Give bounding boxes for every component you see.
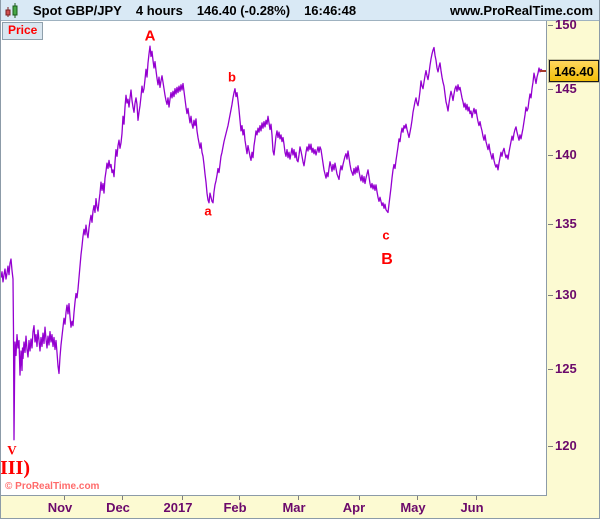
candlestick-icon [5, 2, 18, 18]
wave-label-c: c [382, 227, 390, 243]
y-axis-label: 150 [555, 17, 577, 32]
wave-label-iii: III) [0, 457, 31, 479]
wave-label-v: V [7, 442, 17, 458]
wave-label-a: A [144, 27, 156, 45]
x-axis-label: Jun [460, 500, 484, 515]
last-price-tick [540, 70, 546, 72]
y-axis-tick [548, 89, 553, 90]
y-axis-label: 140 [555, 147, 577, 162]
tab-price[interactable]: Price [2, 22, 44, 40]
x-axis-tick [476, 496, 477, 500]
brand-url: www.ProRealTime.com [449, 2, 593, 18]
time-scale[interactable]: Nov Dec 2017 Feb Mar Apr May Jun [1, 496, 547, 518]
x-axis-label: Nov [47, 500, 73, 515]
last-price-badge: 146.40 [548, 59, 599, 83]
x-axis-tick [239, 496, 240, 500]
y-axis-tick [548, 155, 553, 156]
x-axis-tick [298, 496, 299, 500]
y-axis-label: 125 [555, 361, 577, 376]
watermark-copyright: © ProRealTime.com [5, 481, 100, 492]
x-axis-tick [64, 496, 65, 500]
x-axis-label: Apr [342, 500, 366, 515]
y-axis-label: 130 [555, 287, 577, 302]
instrument-name: Spot GBP/JPY [33, 2, 122, 18]
x-axis-label: Mar [282, 500, 306, 515]
x-axis-label: Dec [106, 500, 130, 515]
timeframe-label: 4 hours [135, 2, 183, 18]
x-axis-label: May [400, 500, 426, 515]
y-axis-label: 145 [555, 81, 577, 96]
y-axis-tick [548, 295, 553, 296]
y-axis-label: 120 [555, 438, 577, 453]
y-axis-tick [548, 224, 553, 225]
price-line [1, 45, 543, 441]
clock-time: 16:46:48 [304, 2, 357, 18]
x-axis-tick [417, 496, 418, 500]
wave-label-b: B [381, 251, 393, 268]
x-axis-label: Feb [223, 500, 247, 515]
x-axis-tick [182, 496, 183, 500]
price-line-chart[interactable] [1, 21, 547, 496]
quote-change: 146.40 (-0.28%) [196, 2, 291, 18]
wave-label-a: a [204, 203, 212, 219]
x-axis-tick [359, 496, 360, 500]
title-bar: Spot GBP/JPY 4 hours 146.40 (-0.28%) 16:… [1, 0, 599, 21]
y-axis-tick [548, 25, 553, 26]
x-axis-tick [122, 496, 123, 500]
wave-label-b: b [228, 69, 236, 85]
y-axis-tick [548, 369, 553, 370]
x-axis-label: 2017 [163, 500, 193, 515]
y-axis-label: 135 [555, 216, 577, 231]
y-axis-tick [548, 446, 553, 447]
price-scale[interactable]: 146.40 150 145 140 135 130 125 120 [548, 17, 599, 518]
